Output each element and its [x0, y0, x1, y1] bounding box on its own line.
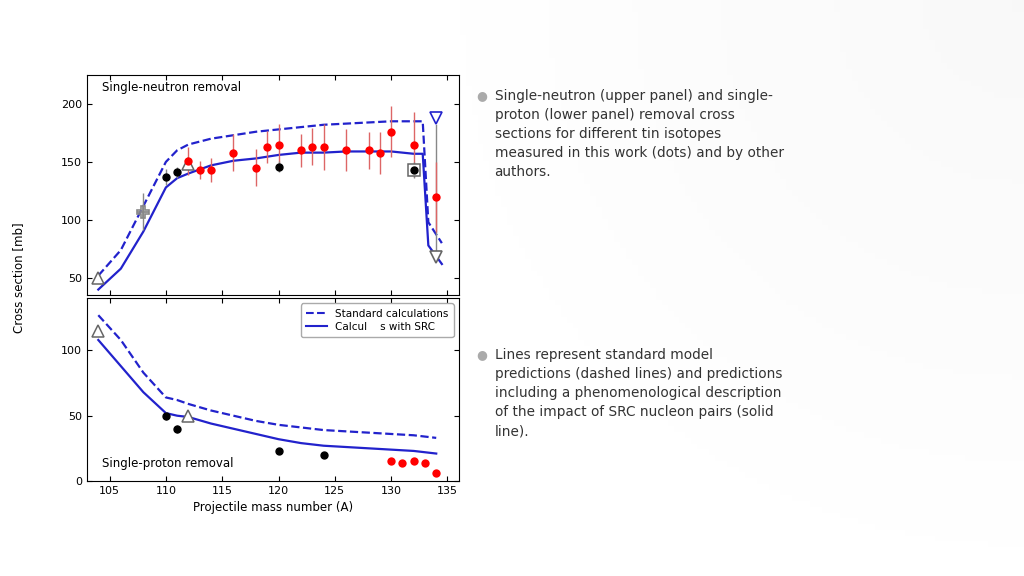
X-axis label: Projectile mass number (A): Projectile mass number (A) — [193, 501, 353, 514]
Text: ●: ● — [476, 348, 487, 362]
Legend: Standard calculations, Calcul    s with SRC: Standard calculations, Calcul s with SRC — [301, 304, 454, 337]
Text: ●: ● — [476, 89, 487, 103]
Text: Lines represent standard model
predictions (dashed lines) and predictions
includ: Lines represent standard model predictio… — [495, 348, 782, 438]
Text: Single-neutron (upper panel) and single-
proton (lower panel) removal cross
sect: Single-neutron (upper panel) and single-… — [495, 89, 783, 179]
Text: Single-neutron removal: Single-neutron removal — [102, 81, 241, 94]
Text: Cross section [mb]: Cross section [mb] — [12, 222, 26, 334]
Text: Single-proton removal: Single-proton removal — [102, 457, 233, 470]
